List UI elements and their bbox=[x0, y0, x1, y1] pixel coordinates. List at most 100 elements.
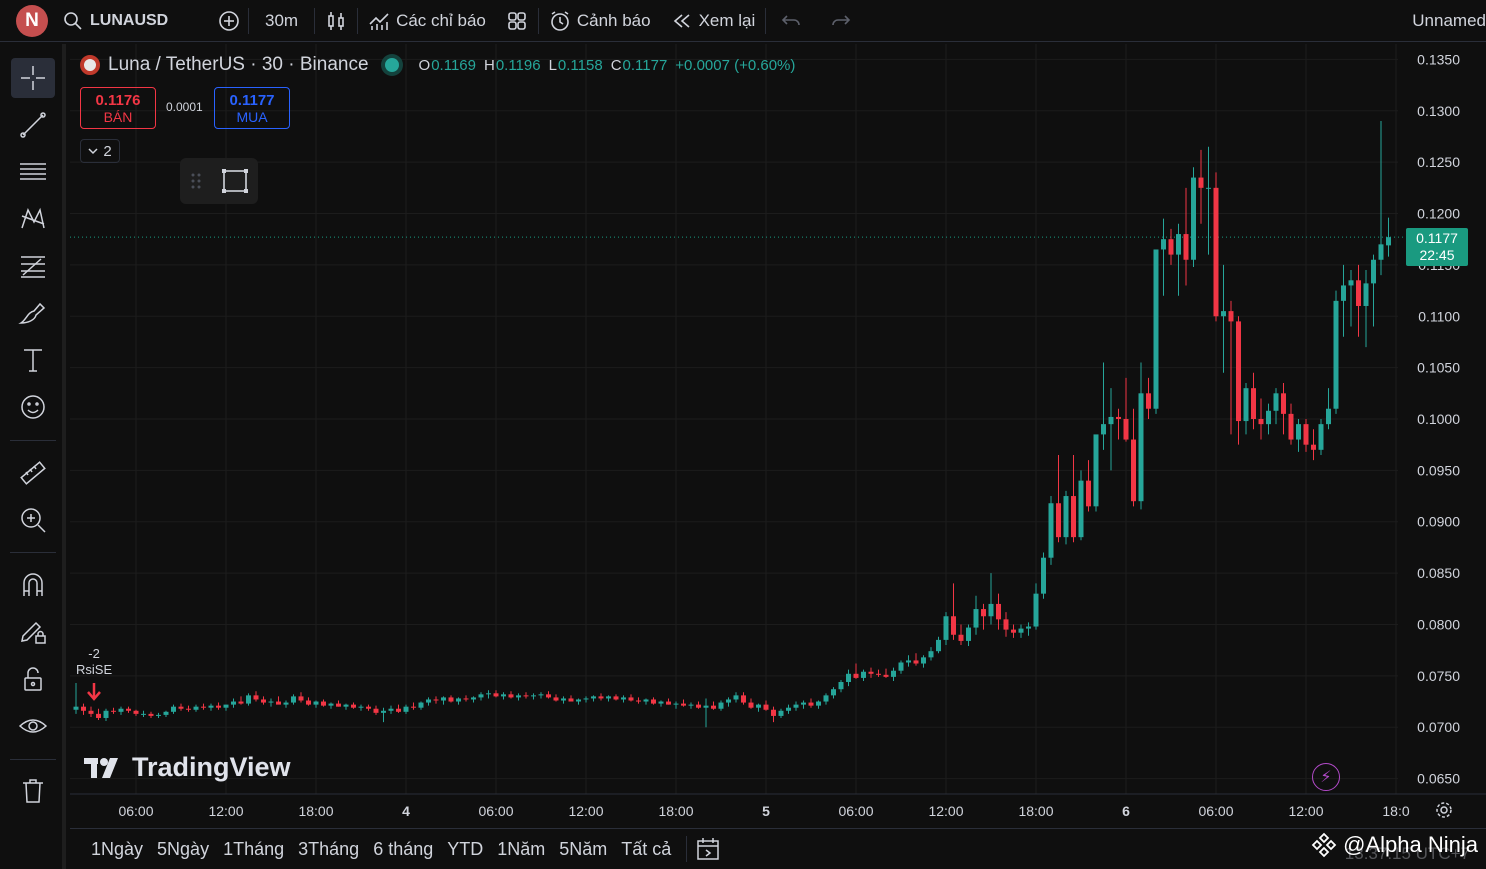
candle-body bbox=[606, 696, 611, 699]
candle-body bbox=[1108, 416, 1114, 425]
trend-line-tool[interactable] bbox=[11, 105, 55, 145]
remove-drawings-tool[interactable] bbox=[11, 771, 55, 811]
brush-tool[interactable] bbox=[11, 293, 55, 333]
candle-body bbox=[126, 708, 131, 711]
candle-body bbox=[1206, 187, 1211, 189]
candle-body bbox=[328, 703, 334, 706]
candle-body bbox=[801, 702, 806, 705]
crosshair-tool[interactable] bbox=[11, 58, 55, 98]
tradingview-logo[interactable]: TradingView bbox=[84, 752, 291, 783]
chart-area[interactable]: 0.13500.13000.12500.12000.11500.11000.10… bbox=[70, 44, 1486, 828]
gear-icon[interactable] bbox=[1434, 800, 1454, 820]
candle-body bbox=[823, 695, 829, 702]
drag-handle-icon[interactable] bbox=[189, 170, 203, 192]
buy-button[interactable]: 0.1177 MUA bbox=[214, 87, 290, 129]
candle-body bbox=[73, 706, 79, 710]
alerts-button[interactable]: Cảnh báo bbox=[539, 0, 661, 42]
horizontal-lines-tool[interactable] bbox=[11, 152, 55, 192]
redo-button[interactable] bbox=[816, 0, 866, 42]
replay-button[interactable]: Xem lại bbox=[661, 0, 766, 42]
sell-button[interactable]: 0.1176 BÁN bbox=[80, 87, 156, 129]
price-chart[interactable]: 0.13500.13000.12500.12000.11500.11000.10… bbox=[70, 44, 1486, 828]
magnet-tool[interactable] bbox=[11, 565, 55, 605]
candle-body bbox=[673, 703, 679, 705]
stay-in-drawing-mode-tool[interactable] bbox=[11, 612, 55, 652]
zoom-in-icon bbox=[21, 508, 46, 533]
candle-body bbox=[1011, 629, 1016, 633]
time-tick-label: 06:00 bbox=[1198, 803, 1233, 819]
close-value: 0.1177 bbox=[622, 56, 668, 74]
rectangle-tool-icon[interactable] bbox=[220, 166, 250, 196]
time-tick-label: 12:00 bbox=[568, 803, 603, 819]
candle-body bbox=[463, 698, 469, 700]
range-1d[interactable]: 1Ngày bbox=[91, 838, 144, 859]
candle-body bbox=[1326, 408, 1331, 425]
trash-icon bbox=[23, 779, 43, 803]
price-tick-label: 0.0650 bbox=[1417, 771, 1460, 787]
candle-body bbox=[216, 705, 221, 708]
redo-icon bbox=[832, 14, 851, 25]
candle-body bbox=[426, 699, 431, 703]
indicators-button[interactable]: Các chỉ báo bbox=[358, 0, 496, 42]
layout-menu-button[interactable]: Unnamed bbox=[1382, 0, 1486, 42]
signal-marker[interactable]: -2 RsiSE bbox=[76, 646, 112, 706]
templates-button[interactable] bbox=[496, 0, 538, 42]
measure-tool[interactable] bbox=[11, 453, 55, 493]
binance-logo-icon bbox=[1311, 832, 1337, 858]
range-1m[interactable]: 1Tháng bbox=[223, 838, 285, 859]
hide-drawings-tool[interactable] bbox=[11, 706, 55, 746]
undo-button[interactable] bbox=[766, 0, 816, 42]
user-avatar[interactable]: N bbox=[16, 4, 48, 37]
pattern-tool[interactable] bbox=[11, 199, 55, 239]
candle-body bbox=[1146, 393, 1151, 409]
chart-type-button[interactable] bbox=[315, 0, 357, 42]
drawing-toolbar bbox=[0, 44, 66, 869]
divider bbox=[10, 759, 56, 760]
open-label: O bbox=[418, 56, 431, 74]
grid-icon bbox=[508, 11, 526, 30]
candle-body bbox=[486, 693, 491, 695]
range-ytd[interactable]: YTD bbox=[447, 838, 484, 859]
interval-button[interactable]: 30m bbox=[265, 10, 299, 30]
clock[interactable]: 13:37:15 UTC+7 bbox=[1344, 844, 1470, 863]
chart-title[interactable]: Luna / TetherUS · 30 · Binance bbox=[108, 54, 369, 75]
indicators-collapse-button[interactable]: 2 bbox=[80, 139, 120, 163]
candle-body bbox=[756, 704, 761, 708]
candle-body bbox=[561, 698, 566, 701]
candle-body bbox=[531, 695, 536, 697]
high-label: H bbox=[483, 56, 495, 74]
candle-body bbox=[178, 706, 184, 709]
candle-body bbox=[741, 695, 746, 703]
price-tick-label: 0.0750 bbox=[1417, 668, 1460, 684]
symbol-label: LUNAUSD bbox=[90, 11, 169, 29]
fib-tool[interactable] bbox=[11, 246, 55, 286]
down-arrow-icon bbox=[87, 683, 102, 701]
range-3m[interactable]: 3Tháng bbox=[298, 838, 360, 859]
range-5d[interactable]: 5Ngày bbox=[157, 838, 210, 859]
lightning-icon[interactable]: ⚡ bbox=[1312, 763, 1340, 791]
alerts-label: Cảnh báo bbox=[576, 10, 651, 30]
range-all[interactable]: Tất cả bbox=[621, 838, 672, 859]
divider bbox=[537, 7, 539, 34]
candle-body bbox=[1086, 480, 1091, 507]
lock-drawings-tool[interactable] bbox=[11, 659, 55, 699]
range-5y[interactable]: 5Năm bbox=[559, 838, 608, 859]
trend-line-icon bbox=[20, 112, 46, 138]
candle-body bbox=[1101, 424, 1106, 435]
calendar-goto-icon[interactable] bbox=[695, 836, 721, 862]
range-6m[interactable]: 6 tháng bbox=[373, 838, 434, 859]
candle-body bbox=[996, 603, 1001, 620]
text-icon bbox=[24, 349, 42, 372]
candle-body bbox=[943, 616, 949, 640]
candle-body bbox=[1221, 311, 1226, 317]
text-tool[interactable] bbox=[11, 340, 55, 380]
emoji-tool[interactable] bbox=[11, 387, 55, 427]
symbol-search-button[interactable]: LUNAUSD bbox=[62, 0, 210, 42]
compare-symbol-button[interactable] bbox=[210, 0, 248, 42]
candle-body bbox=[1288, 413, 1294, 440]
range-1y[interactable]: 1Năm bbox=[497, 838, 546, 859]
candle-body bbox=[246, 695, 251, 704]
zoom-tool[interactable] bbox=[11, 500, 55, 540]
candle-body bbox=[411, 706, 416, 708]
time-tick-label: 06:00 bbox=[478, 803, 513, 819]
